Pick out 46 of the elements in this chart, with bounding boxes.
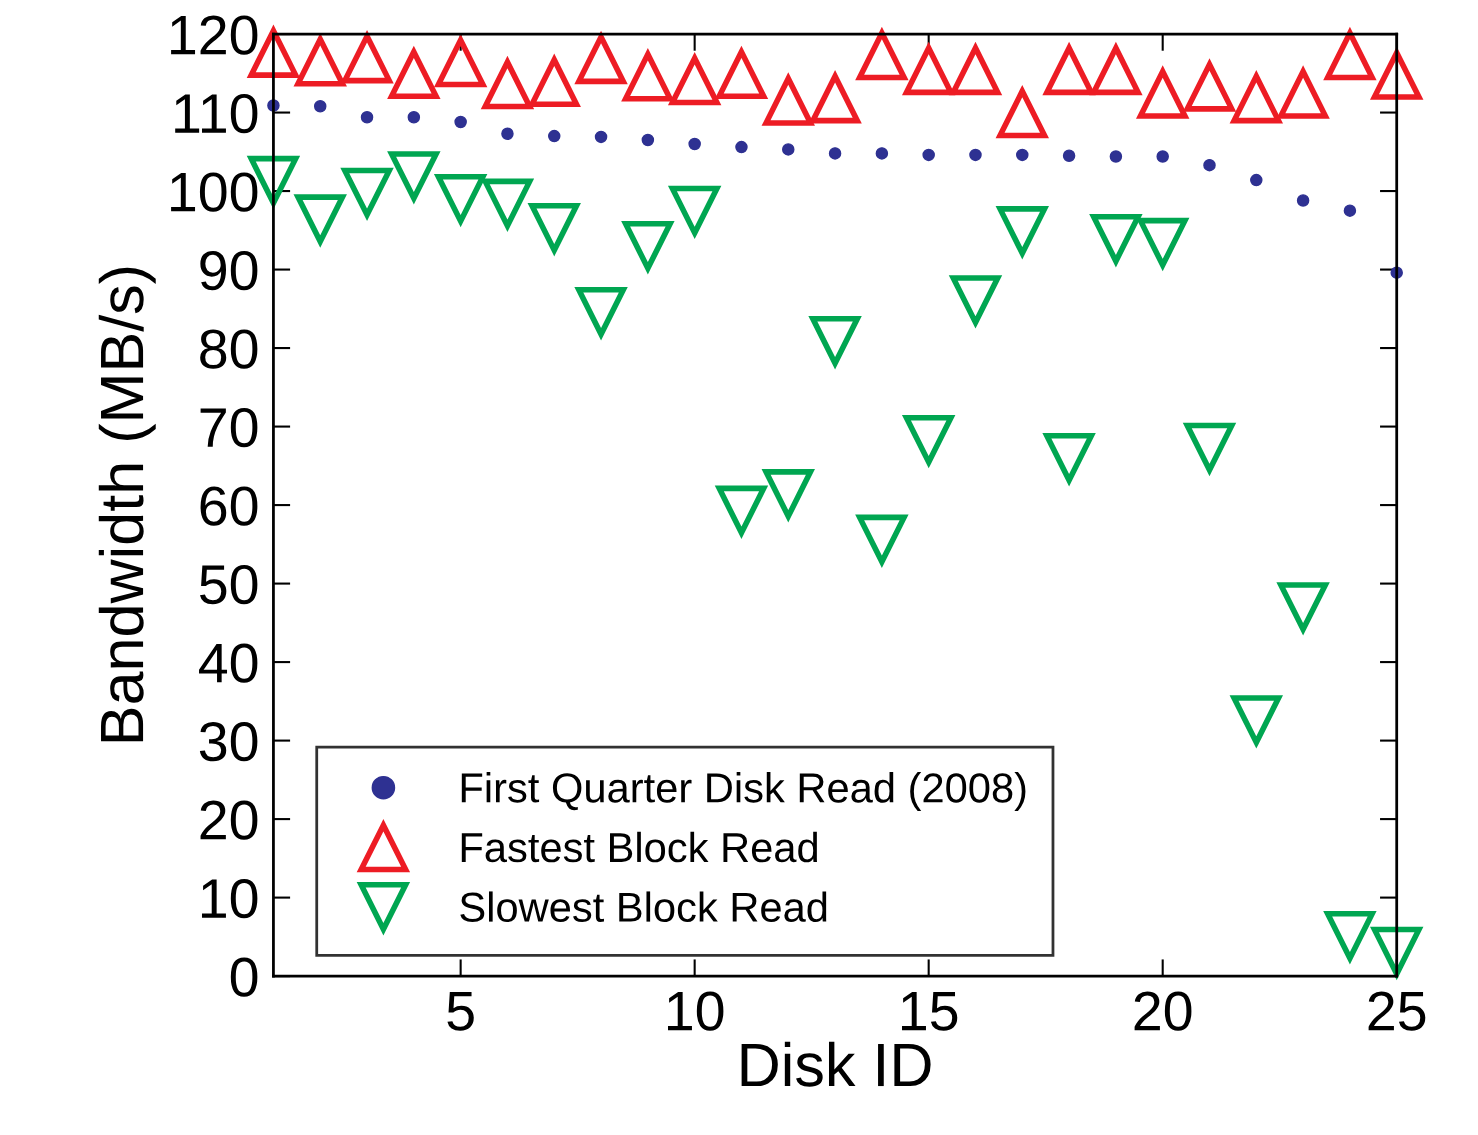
point <box>407 111 421 124</box>
y-tick-label: 20 <box>200 800 258 840</box>
y-tick-label: 90 <box>200 250 258 291</box>
point <box>1343 204 1357 217</box>
point <box>1109 150 1123 163</box>
point <box>594 130 608 144</box>
point <box>735 140 748 154</box>
point <box>828 147 842 160</box>
point <box>688 137 701 151</box>
y-tick-label: 10 <box>201 878 258 919</box>
y-tick-label: 70 <box>200 407 258 448</box>
x-tick-label: 5 <box>447 992 474 1031</box>
point <box>1203 158 1216 172</box>
x-tick-label: 25 <box>1368 991 1426 1031</box>
y-tick-label: 120 <box>171 15 258 55</box>
point <box>1296 194 1310 207</box>
point <box>782 143 795 156</box>
point <box>1156 150 1169 163</box>
point <box>313 100 327 113</box>
point <box>501 127 514 141</box>
y-tick-label: 50 <box>199 564 258 605</box>
point <box>1062 149 1076 162</box>
legend-label: First Quarter Disk Read (2008) <box>461 772 1026 811</box>
y-tick-label: 0 <box>230 957 258 997</box>
point <box>922 148 935 162</box>
y-tick-label: 60 <box>200 486 258 526</box>
point <box>641 133 655 147</box>
x-tick-label: 20 <box>1134 991 1192 1031</box>
y-tick-label: 30 <box>199 721 258 762</box>
point <box>969 148 982 162</box>
point <box>547 129 561 143</box>
x-tick-label: 15 <box>902 992 958 1031</box>
point <box>875 147 889 160</box>
point <box>1250 173 1263 187</box>
y-axis-title: Bandwidth (MB/s) <box>98 267 156 742</box>
legend-label: Fastest Block Read <box>461 831 817 863</box>
legend-label: Slowest Block Read <box>460 891 827 923</box>
y-tick-label: 80 <box>200 329 258 369</box>
point <box>1016 148 1029 162</box>
point <box>360 111 374 124</box>
x-tick-label: 10 <box>668 991 724 1031</box>
y-tick-label: 40 <box>199 643 258 683</box>
point <box>454 115 467 129</box>
y-tick-label: 110 <box>175 93 258 134</box>
y-tick-label: 100 <box>171 172 258 212</box>
x-axis-title: Disk ID <box>741 1041 931 1087</box>
